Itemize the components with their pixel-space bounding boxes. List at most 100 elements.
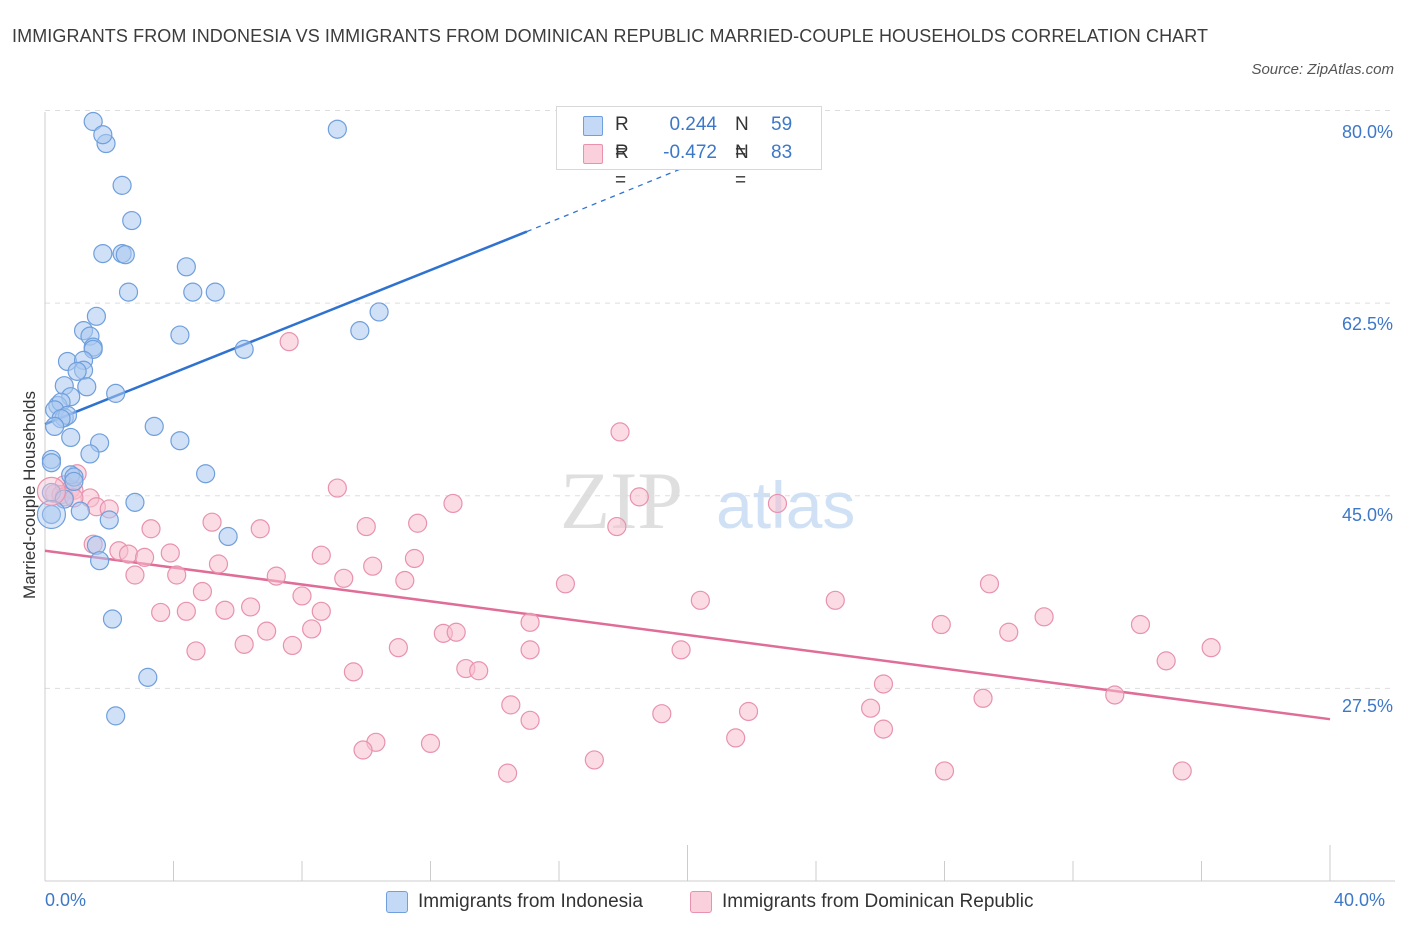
- point-dominican: [176, 601, 196, 621]
- point-indonesia: [369, 302, 389, 322]
- point-dominican: [861, 698, 881, 718]
- point-indonesia: [64, 471, 84, 492]
- point-indonesia: [99, 510, 119, 530]
- point-dominican: [141, 519, 161, 539]
- point-indonesia: [70, 501, 90, 521]
- point-indonesia: [61, 427, 81, 448]
- trendline-dominican: [44, 549, 1331, 721]
- point-dominican: [279, 332, 299, 352]
- point-indonesia: [45, 416, 65, 437]
- point-dominican: [1130, 614, 1151, 635]
- legend-swatch-dominican: [583, 144, 603, 164]
- point-dominican: [446, 622, 466, 642]
- legend-n-value: 83: [771, 142, 793, 163]
- point-dominican: [311, 601, 331, 621]
- point-dominican: [610, 422, 630, 442]
- point-indonesia: [176, 257, 196, 277]
- x-tick-label-min: 0.0%: [45, 890, 87, 910]
- y-tick-label-27-5: 27.5%: [1341, 696, 1393, 716]
- point-dominican: [555, 574, 576, 594]
- point-dominican: [469, 661, 489, 681]
- point-dominican: [999, 622, 1019, 642]
- legend-r-label: R =: [615, 114, 629, 163]
- point-indonesia: [170, 325, 190, 345]
- point-dominican: [160, 543, 180, 563]
- point-indonesia: [350, 321, 370, 341]
- point-dominican: [973, 688, 993, 708]
- source-label: Source: ZipAtlas.com: [1251, 61, 1394, 78]
- point-dominican: [311, 545, 331, 565]
- point-indonesia: [86, 535, 107, 555]
- point-indonesia: [327, 119, 347, 139]
- point-indonesia: [112, 175, 132, 195]
- point-dominican: [408, 513, 428, 533]
- point-dominican: [443, 493, 463, 514]
- point-dominican: [520, 612, 540, 632]
- legend-r-label: R =: [615, 142, 629, 191]
- point-dominican: [979, 574, 1000, 594]
- point-dominican: [498, 763, 518, 783]
- point-indonesia: [86, 306, 107, 326]
- point-dominican: [395, 570, 415, 591]
- point-dominican: [1034, 607, 1054, 627]
- legend-r-value: 0.244: [669, 114, 717, 135]
- y-tick-label-80: 80.0%: [1341, 122, 1393, 142]
- point-dominican: [215, 600, 235, 620]
- point-dominican: [363, 556, 383, 576]
- bottom-legend-label-dominican: Immigrants from Dominican Republic: [722, 891, 1034, 912]
- point-dominican: [520, 640, 540, 660]
- point-indonesia: [83, 111, 103, 132]
- point-indonesia: [234, 339, 254, 359]
- point-dominican: [726, 728, 746, 748]
- trendline-indonesia: [44, 230, 528, 426]
- legend-swatch-indonesia: [583, 116, 603, 136]
- point-dominican: [1172, 761, 1192, 781]
- point-dominican: [241, 597, 261, 617]
- point-dominican: [266, 566, 286, 586]
- point-indonesia: [93, 243, 113, 264]
- point-dominican: [1156, 651, 1176, 671]
- point-dominican: [388, 638, 408, 658]
- point-dominican: [208, 554, 229, 574]
- point-indonesia: [218, 526, 238, 547]
- point-dominican: [629, 487, 649, 507]
- point-indonesia: [90, 551, 110, 571]
- point-dominican: [356, 516, 376, 537]
- point-indonesia: [36, 499, 67, 530]
- point-dominican: [420, 733, 441, 754]
- point-dominican: [873, 674, 894, 694]
- point-dominican: [302, 619, 322, 639]
- point-dominican: [327, 478, 347, 498]
- point-dominican: [36, 476, 67, 506]
- point-dominican: [257, 621, 277, 641]
- point-dominican: [873, 719, 894, 739]
- legend-n-value: 59: [771, 114, 793, 135]
- point-dominican: [1201, 638, 1221, 658]
- point-dominican: [520, 710, 540, 730]
- point-dominican: [353, 740, 373, 760]
- point-dominican: [250, 519, 270, 539]
- legend-n-label: N =: [735, 142, 749, 191]
- point-dominican: [767, 493, 788, 514]
- point-indonesia: [125, 492, 145, 512]
- point-indonesia: [138, 667, 158, 687]
- legend-r-value: -0.472: [663, 142, 717, 163]
- point-indonesia: [67, 361, 87, 381]
- point-dominican: [825, 590, 845, 610]
- point-dominican: [931, 614, 951, 635]
- point-indonesia: [183, 282, 203, 302]
- bottom-legend-swatch-dominican: [690, 891, 712, 913]
- point-indonesia: [106, 706, 126, 726]
- point-dominican: [125, 565, 145, 585]
- bottom-legend-label-indonesia: Immigrants from Indonesia: [418, 891, 643, 912]
- legend-n-label: N =: [735, 114, 749, 163]
- point-dominican: [343, 662, 363, 682]
- chart-title: IMMIGRANTS FROM INDONESIA VS IMMIGRANTS …: [12, 26, 1209, 46]
- point-dominican: [192, 581, 213, 602]
- y-tick-label-62-5: 62.5%: [1341, 314, 1393, 334]
- point-dominican: [186, 641, 206, 661]
- point-indonesia: [41, 453, 62, 473]
- point-indonesia: [205, 282, 225, 302]
- point-dominican: [234, 634, 254, 654]
- point-dominican: [652, 704, 672, 724]
